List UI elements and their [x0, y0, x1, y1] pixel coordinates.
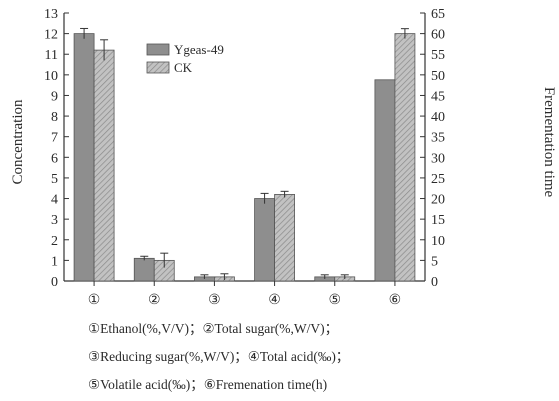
- right-tick-label: 15: [431, 213, 445, 228]
- category-label: ①: [88, 293, 101, 308]
- right-tick-label: 40: [431, 110, 445, 125]
- legend-label-ygeas: Ygeas-49: [174, 42, 224, 57]
- right-axis-title: Frementation time: [541, 87, 557, 198]
- left-tick-label: 12: [44, 28, 58, 43]
- left-tick-label: 7: [51, 131, 58, 146]
- category-label: ③: [208, 293, 221, 308]
- right-tick-label: 35: [431, 131, 445, 146]
- left-tick-label: 4: [51, 193, 58, 208]
- left-tick-label: 8: [51, 110, 58, 125]
- legend-label-ck: CK: [174, 60, 193, 75]
- bar-ck-6: [394, 33, 416, 282]
- left-tick-label: 1: [51, 254, 58, 269]
- note-line-1: ①Ethanol(%,V/V)；②Total sugar(%,W/V)；: [88, 321, 338, 337]
- bar-ygeas-1: [73, 33, 95, 282]
- left-tick-label: 3: [51, 213, 58, 228]
- bar-ck-1: [93, 49, 115, 282]
- bar-ygeas-6: [374, 79, 396, 282]
- left-tick-label: 13: [44, 7, 58, 22]
- bar-ygeas-2: [133, 257, 155, 282]
- bar-ygeas-4: [254, 198, 275, 282]
- left-tick-label: 5: [51, 172, 58, 187]
- category-label: ⑤: [328, 293, 341, 308]
- right-tick-label: 0: [431, 275, 438, 290]
- category-label: ②: [148, 293, 161, 308]
- legend: Ygeas-49 CK: [146, 42, 224, 75]
- plot-area: 0123456789101112130510152025303540455055…: [44, 7, 445, 308]
- legend-swatch-ygeas: [146, 43, 170, 56]
- note-line-2: ③Reducing sugar(%,W/V)；④Total acid(‰)；: [88, 349, 349, 365]
- bar-ck-4: [274, 194, 295, 282]
- left-tick-label: 6: [51, 151, 58, 166]
- right-tick-label: 30: [431, 151, 445, 166]
- note-line-3: ⑤Volatile acid(‰)；⑥Fremenation time(h): [88, 377, 327, 393]
- right-tick-label: 10: [431, 234, 445, 249]
- legend-swatch-ck: [146, 61, 170, 74]
- right-tick-label: 20: [431, 193, 445, 208]
- left-tick-label: 2: [51, 234, 58, 249]
- right-tick-label: 55: [431, 48, 445, 63]
- category-label: ④: [268, 293, 281, 308]
- category-notes: ①Ethanol(%,V/V)；②Total sugar(%,W/V)； ③Re…: [88, 321, 349, 393]
- left-tick-label: 10: [44, 69, 58, 84]
- right-tick-label: 5: [431, 254, 438, 269]
- right-tick-label: 45: [431, 89, 445, 104]
- left-tick-label: 9: [51, 89, 58, 104]
- left-tick-label: 0: [51, 275, 58, 290]
- left-axis-title: Concentration: [10, 99, 26, 184]
- right-tick-label: 25: [431, 172, 445, 187]
- category-label: ⑥: [389, 293, 402, 308]
- right-tick-label: 65: [431, 7, 445, 22]
- left-tick-label: 11: [45, 48, 58, 63]
- right-tick-label: 60: [431, 28, 445, 43]
- right-tick-label: 50: [431, 69, 445, 84]
